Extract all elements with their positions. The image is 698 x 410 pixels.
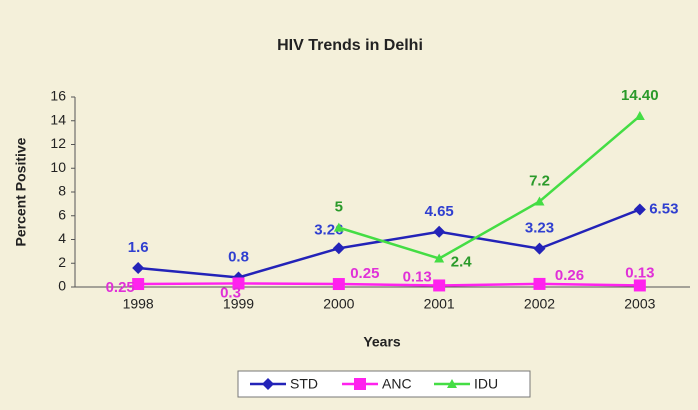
marker bbox=[354, 378, 366, 390]
data-label: 4.65 bbox=[425, 203, 454, 220]
marker bbox=[332, 242, 345, 255]
marker bbox=[633, 279, 646, 292]
marker bbox=[633, 203, 646, 216]
marker bbox=[333, 222, 344, 232]
data-label: 0.25 bbox=[350, 265, 379, 282]
x-tick-label: 1998 bbox=[123, 296, 154, 312]
y-tick-label: 2 bbox=[58, 254, 66, 270]
marker bbox=[434, 253, 445, 263]
y-tick-label: 10 bbox=[50, 159, 66, 175]
data-label: 3.23 bbox=[525, 220, 554, 237]
chart-title: HIV Trends in Delhi bbox=[277, 37, 423, 54]
y-tick-label: 0 bbox=[58, 278, 66, 294]
x-tick-label: 2003 bbox=[624, 296, 655, 312]
marker bbox=[232, 277, 245, 290]
series-line bbox=[138, 282, 640, 287]
data-label: 7.2 bbox=[529, 172, 550, 189]
y-tick-label: 8 bbox=[58, 183, 66, 199]
marker bbox=[433, 225, 446, 238]
y-tick-label: 4 bbox=[58, 230, 66, 246]
data-label: 0.3 bbox=[220, 284, 241, 301]
legend-label: ANC bbox=[382, 376, 412, 392]
x-tick-label: 1999 bbox=[223, 296, 254, 312]
marker bbox=[433, 279, 446, 292]
data-label: 0.25 bbox=[106, 279, 135, 296]
series-line bbox=[338, 115, 641, 260]
data-label: 0.13 bbox=[403, 268, 432, 285]
x-axis-label: Years bbox=[363, 334, 401, 350]
marker bbox=[262, 378, 274, 390]
data-label: 5 bbox=[335, 199, 343, 216]
data-label: 1.6 bbox=[128, 239, 149, 256]
y-tick-label: 14 bbox=[50, 111, 66, 127]
legend-label: IDU bbox=[474, 376, 498, 392]
y-tick-label: 6 bbox=[58, 206, 66, 222]
series-line bbox=[138, 208, 641, 279]
x-tick-label: 2001 bbox=[424, 296, 455, 312]
data-label: 6.53 bbox=[649, 200, 678, 217]
marker bbox=[132, 262, 145, 274]
marker bbox=[534, 196, 545, 206]
data-label: 0.13 bbox=[625, 264, 654, 281]
marker bbox=[332, 278, 345, 291]
y-tick-label: 12 bbox=[50, 135, 66, 151]
data-label: 0.8 bbox=[228, 248, 249, 265]
marker bbox=[132, 278, 145, 291]
marker bbox=[634, 111, 645, 120]
data-label: 14.40 bbox=[621, 87, 659, 104]
x-tick-label: 2000 bbox=[323, 296, 354, 312]
data-label: 2.4 bbox=[451, 253, 473, 270]
marker bbox=[447, 379, 457, 388]
data-label: 0.26 bbox=[555, 267, 584, 284]
legend-label: STD bbox=[290, 376, 318, 392]
y-axis-label: Percent Positive bbox=[13, 137, 29, 246]
data-label: 3.26 bbox=[314, 221, 343, 238]
marker bbox=[533, 242, 546, 255]
legend bbox=[237, 370, 531, 398]
x-tick-label: 2002 bbox=[524, 296, 555, 312]
marker bbox=[533, 277, 546, 290]
y-tick-label: 16 bbox=[50, 88, 66, 104]
